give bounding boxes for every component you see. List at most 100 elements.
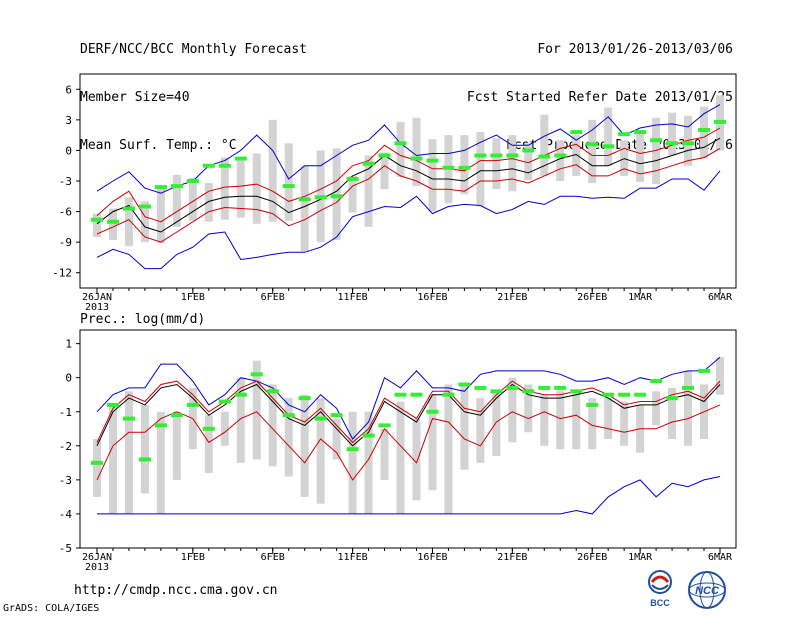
median-mark: [554, 153, 567, 158]
spread-box: [236, 160, 245, 218]
y-tick-label: -9: [59, 236, 72, 249]
median-mark: [314, 195, 327, 200]
median-mark: [586, 142, 599, 147]
y-tick-label: 6: [65, 83, 72, 96]
median-mark: [458, 382, 471, 387]
median-mark: [650, 138, 663, 143]
median-mark: [506, 385, 519, 390]
y-tick-label: 3: [65, 114, 72, 127]
median-mark: [314, 416, 327, 421]
median-mark: [186, 402, 199, 407]
grads-credit: GrADS: COLA/IGES: [3, 603, 100, 614]
spread-box: [93, 439, 101, 497]
median-mark: [426, 158, 439, 163]
spread-box: [364, 155, 373, 227]
x-tick-label: 16FEB: [417, 552, 447, 563]
spread-box: [412, 117, 421, 187]
spread-box: [652, 391, 661, 426]
median-mark: [186, 179, 199, 183]
median-mark: [218, 399, 231, 404]
x-tick-year: 2013: [85, 302, 109, 313]
y-tick-label: -12: [52, 267, 72, 280]
spread-box: [268, 119, 277, 222]
x-tick-label: 26JAN: [82, 552, 112, 563]
spread-box: [540, 114, 549, 176]
median-mark: [394, 392, 407, 397]
x-tick-label: 1FEB: [181, 292, 205, 303]
forecast-start-date: Fcst Started Refer Date 2013/01/25: [466, 90, 733, 105]
spread-box: [620, 140, 629, 176]
median-mark: [122, 206, 135, 211]
spread-box: [492, 391, 501, 457]
spread-box: [364, 411, 373, 514]
median-mark: [202, 163, 215, 168]
x-tick-label: 11FEB: [338, 552, 368, 563]
spread-box: [124, 197, 133, 247]
median-mark: [458, 165, 471, 170]
spread-box: [604, 107, 613, 166]
median-mark: [618, 392, 631, 397]
median-mark: [522, 389, 535, 394]
median-mark: [698, 128, 711, 133]
series-mean-plus-sd: [96, 380, 721, 444]
median-mark: [714, 119, 726, 124]
median-mark: [650, 379, 663, 384]
median-mark: [538, 385, 551, 390]
spread-box: [476, 132, 485, 207]
median-mark: [490, 389, 503, 394]
plot-frame: [79, 329, 737, 549]
series-mean: [96, 137, 721, 233]
median-mark: [474, 153, 487, 158]
spread-box: [428, 394, 437, 491]
median-mark: [298, 396, 311, 401]
source-url[interactable]: http://cmdp.ncc.cma.gov.cn: [74, 583, 278, 598]
bcc-logo-text: BCC: [650, 598, 670, 608]
median-mark: [250, 372, 263, 377]
median-mark: [378, 153, 391, 158]
median-mark: [330, 194, 343, 199]
x-tick-label: 26FEB: [577, 292, 607, 303]
median-mark: [698, 368, 711, 373]
x-tick-label: 6FEB: [261, 292, 285, 303]
x-tick-label: 6FEB: [261, 552, 285, 563]
median-mark: [602, 144, 615, 149]
median-mark: [602, 392, 615, 397]
spread-box: [700, 106, 709, 159]
spread-box: [492, 138, 501, 190]
spread-box: [396, 401, 405, 514]
median-mark: [538, 154, 551, 159]
median-mark: [234, 156, 247, 161]
spread-box: [252, 153, 261, 224]
median-mark: [154, 185, 167, 190]
spread-box: [508, 377, 517, 443]
spread-box: [140, 404, 149, 494]
spread-box: [380, 428, 389, 480]
median-mark: [666, 396, 679, 401]
spread-box: [220, 411, 229, 446]
y-tick-label: -4: [59, 508, 73, 521]
spread-box: [412, 418, 421, 501]
series-min: [96, 170, 721, 270]
spread-box: [332, 148, 341, 241]
spread-box: [188, 177, 197, 221]
spread-box: [476, 398, 485, 463]
spread-box: [588, 119, 597, 184]
median-mark: [346, 447, 359, 452]
median-mark: [266, 389, 279, 394]
y-tick-label: 0: [65, 372, 72, 385]
median-mark: [586, 402, 599, 407]
spread-box: [684, 370, 693, 446]
spread-box: [556, 391, 565, 450]
spread-box: [652, 117, 661, 185]
spread-box: [716, 357, 724, 395]
median-mark: [170, 184, 183, 189]
x-tick-label: 16FEB: [417, 292, 447, 303]
spread-box: [572, 391, 581, 450]
series-max: [96, 356, 721, 440]
median-mark: [410, 156, 423, 161]
median-mark: [106, 219, 119, 224]
spread-box: [540, 394, 549, 446]
series-mean-minus-sd: [96, 404, 721, 481]
median-mark: [570, 389, 583, 394]
